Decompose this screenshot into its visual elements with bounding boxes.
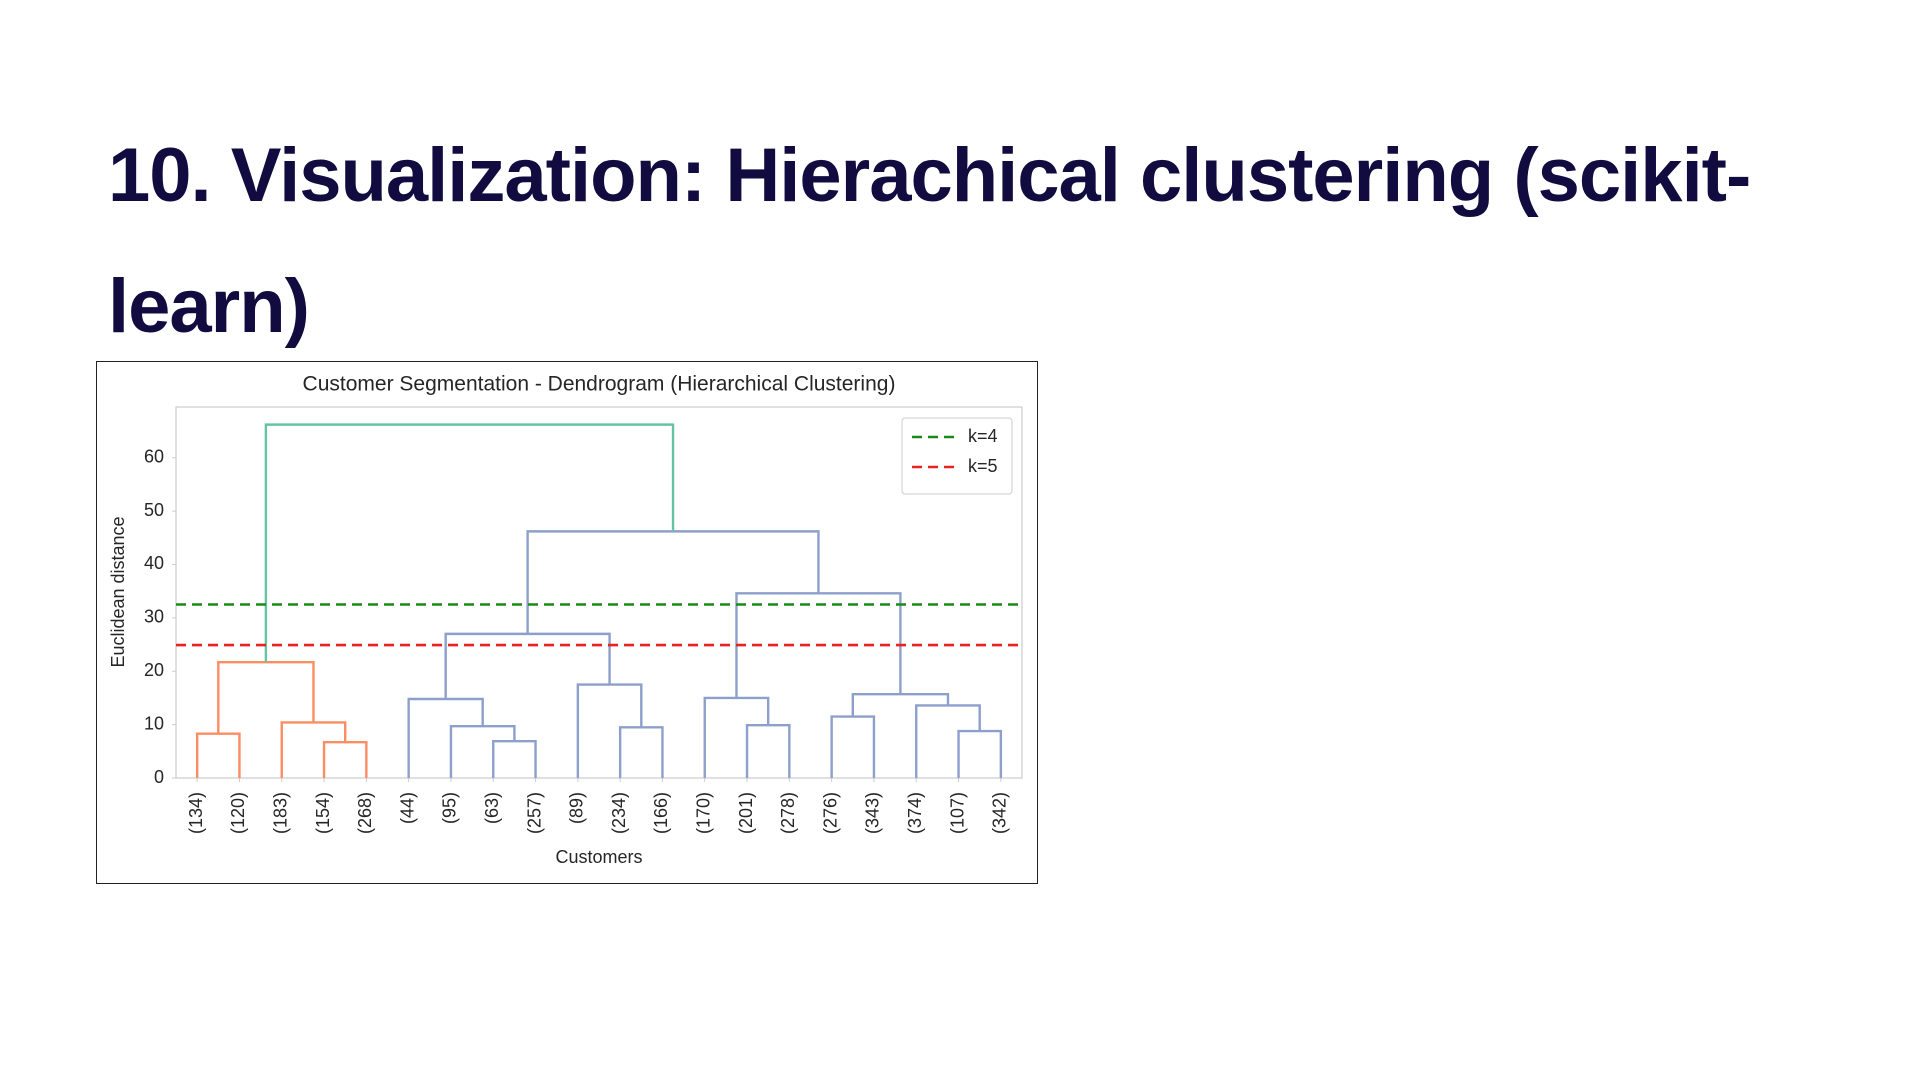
dendrogram-link — [444, 632, 611, 699]
chart-frame — [96, 361, 1038, 884]
leaf-label: (107) — [947, 792, 967, 834]
plot-area — [175, 406, 1023, 779]
dendrogram-link — [407, 697, 484, 778]
y-tick-label: 30 — [144, 607, 164, 627]
y-tick-label: 50 — [144, 500, 164, 520]
leaf-label: (166) — [651, 792, 671, 834]
leaf-label: (268) — [355, 792, 375, 834]
dendrogram-link — [576, 683, 643, 778]
y-tick-label: 0 — [154, 767, 164, 787]
slide-title: 10. Visualization: Hierachical clusterin… — [108, 133, 1751, 349]
leaf-label: (134) — [186, 792, 206, 834]
y-axis-label: Euclidean distance — [108, 516, 128, 667]
chart: Customer Segmentation - Dendrogram (Hier… — [96, 361, 1038, 884]
y-tick-label: 40 — [144, 553, 164, 573]
leaf-label: (257) — [524, 792, 544, 834]
leaf-label: (276) — [820, 792, 840, 834]
y-tick-label: 60 — [144, 446, 164, 466]
y-tick-label: 20 — [144, 660, 164, 680]
legend-label: k=4 — [968, 426, 998, 446]
x-axis-label: Customers — [555, 847, 642, 867]
dendrogram-link — [217, 660, 315, 734]
dendrogram-link — [322, 741, 368, 778]
leaf-label: (95) — [440, 792, 460, 824]
leaf-label: (234) — [609, 792, 629, 834]
dendrogram-link — [195, 732, 241, 778]
leaf-label: (343) — [863, 792, 883, 834]
leaf-label: (89) — [567, 792, 587, 824]
dendrogram-link — [830, 715, 876, 778]
leaf-label: (170) — [694, 792, 714, 834]
leaf-label: (120) — [228, 792, 248, 834]
leaf-label: (154) — [313, 792, 333, 834]
y-tick-label: 10 — [144, 713, 164, 733]
dendrogram-link — [264, 423, 675, 663]
chart-title: Customer Segmentation - Dendrogram (Hier… — [303, 373, 896, 396]
dendrogram-link — [745, 723, 791, 778]
leaf-label: (44) — [397, 792, 417, 824]
leaf-label: (374) — [905, 792, 925, 834]
leaf-label: (278) — [778, 792, 798, 834]
leaf-label: (63) — [482, 792, 502, 824]
leaf-label: (342) — [990, 792, 1010, 834]
legend-label: k=5 — [968, 456, 998, 476]
leaf-label: (201) — [736, 792, 756, 834]
dendrogram-link — [618, 726, 664, 778]
dendrogram-link — [492, 739, 537, 778]
leaf-label: (183) — [271, 792, 291, 834]
